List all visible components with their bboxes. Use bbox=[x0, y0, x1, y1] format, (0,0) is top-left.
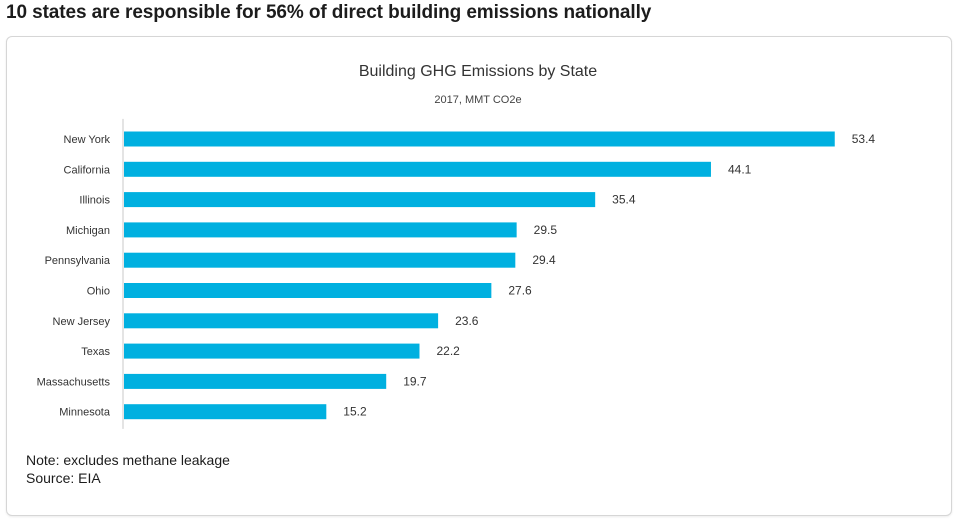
tick-label-california: California bbox=[64, 164, 111, 176]
data-label-ohio: 27.6 bbox=[508, 284, 532, 298]
data-label-massachusetts: 19.7 bbox=[403, 374, 427, 388]
tick-label-illinois: Illinois bbox=[79, 195, 110, 207]
tick-label-michigan: Michigan bbox=[66, 225, 110, 237]
tick-label-minnesota: Minnesota bbox=[59, 407, 111, 419]
data-label-illinois: 35.4 bbox=[612, 193, 636, 207]
data-label-texas: 22.2 bbox=[436, 344, 460, 358]
bar-new-york bbox=[124, 131, 835, 147]
bar-new-jersey bbox=[124, 313, 439, 329]
data-label-california: 44.1 bbox=[728, 162, 752, 176]
headline: 10 states are responsible for 56% of dir… bbox=[6, 2, 652, 23]
chart-title: Building GHG Emissions by State bbox=[358, 63, 598, 80]
data-label-new-jersey: 23.6 bbox=[455, 314, 479, 328]
bar-ohio bbox=[124, 283, 492, 298]
tick-label-massachusetts: Massachusetts bbox=[37, 376, 111, 388]
data-label-minnesota: 15.2 bbox=[343, 405, 367, 419]
bar-texas bbox=[124, 343, 420, 359]
chart-notes: Note: excludes methane leakage Source: E… bbox=[26, 451, 230, 487]
data-label-pennsylvania: 29.4 bbox=[532, 253, 556, 267]
bar-minnesota bbox=[124, 404, 327, 420]
tick-label-pennsylvania: Pennsylvania bbox=[45, 255, 111, 267]
chart-subtitle: 2017, MMT CO2e bbox=[434, 94, 522, 106]
note-text: Note: excludes methane leakage bbox=[26, 452, 230, 468]
source-text: Source: EIA bbox=[26, 470, 101, 486]
tick-label-texas: Texas bbox=[81, 346, 110, 358]
bar-massachusetts bbox=[124, 373, 387, 389]
bar-michigan bbox=[124, 222, 517, 238]
data-label-michigan: 29.5 bbox=[534, 223, 558, 237]
tick-label-new-jersey: New Jersey bbox=[53, 316, 111, 328]
data-label-new-york: 53.4 bbox=[852, 132, 876, 146]
chart-card bbox=[6, 36, 952, 516]
tick-label-ohio: Ohio bbox=[87, 286, 110, 298]
bar-california bbox=[124, 161, 711, 177]
tick-label-new-york: New York bbox=[64, 134, 111, 146]
bar-illinois bbox=[124, 192, 596, 208]
bar-pennsylvania bbox=[124, 252, 516, 268]
